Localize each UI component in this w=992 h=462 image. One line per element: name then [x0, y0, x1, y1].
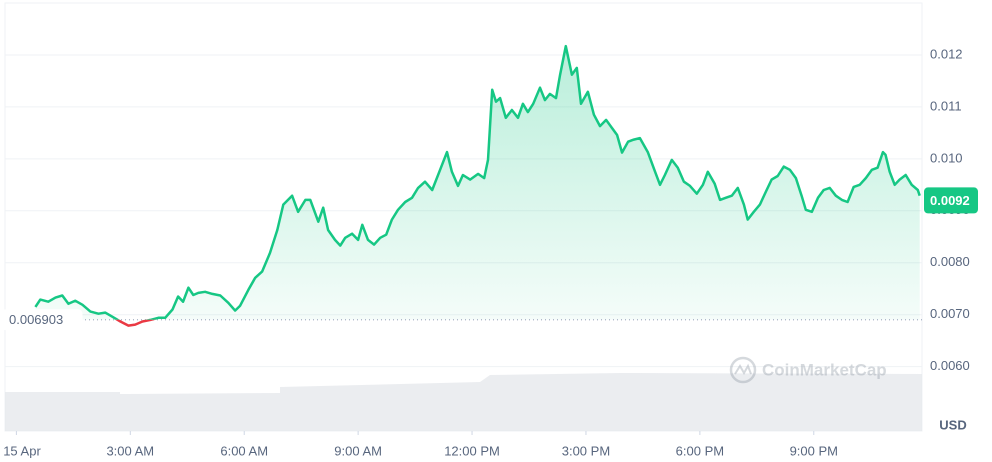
baseline-label-box — [1, 309, 83, 331]
x-tick-label: 3:00 AM — [106, 443, 154, 458]
watermark: CoinMarketCap — [729, 356, 887, 384]
last-price-box — [924, 187, 978, 214]
y-tick-label: 0.0080 — [930, 254, 970, 269]
last-price-label: 0.0092 — [930, 193, 970, 208]
x-tick-label: 3:00 PM — [562, 443, 610, 458]
x-tick-label: 9:00 AM — [334, 443, 382, 458]
y-tick-label: 0.012 — [930, 46, 963, 61]
price-area — [35, 46, 920, 320]
x-tick-label: 9:00 PM — [790, 443, 838, 458]
x-tick-label: 6:00 PM — [676, 443, 724, 458]
volume-area — [5, 373, 922, 431]
currency-label: USD — [939, 417, 966, 432]
price-line-up — [34, 44, 921, 320]
x-tick-label: 12:00 PM — [444, 443, 500, 458]
watermark-text: CoinMarketCap — [762, 360, 887, 379]
x-tick-label: 6:00 AM — [220, 443, 268, 458]
x-tick-label: 15 Apr — [3, 443, 41, 458]
data — [5, 44, 922, 327]
y-tick-label: 0.0060 — [930, 358, 970, 373]
labels: 0.00600.00700.00800.00900.0100.0110.0121… — [1, 46, 978, 458]
y-tick-label: 0.0070 — [930, 306, 970, 321]
baseline-label: 0.006903 — [9, 312, 63, 327]
y-tick-label: 0.011 — [930, 98, 962, 113]
y-tick-label: 0.010 — [930, 150, 963, 165]
